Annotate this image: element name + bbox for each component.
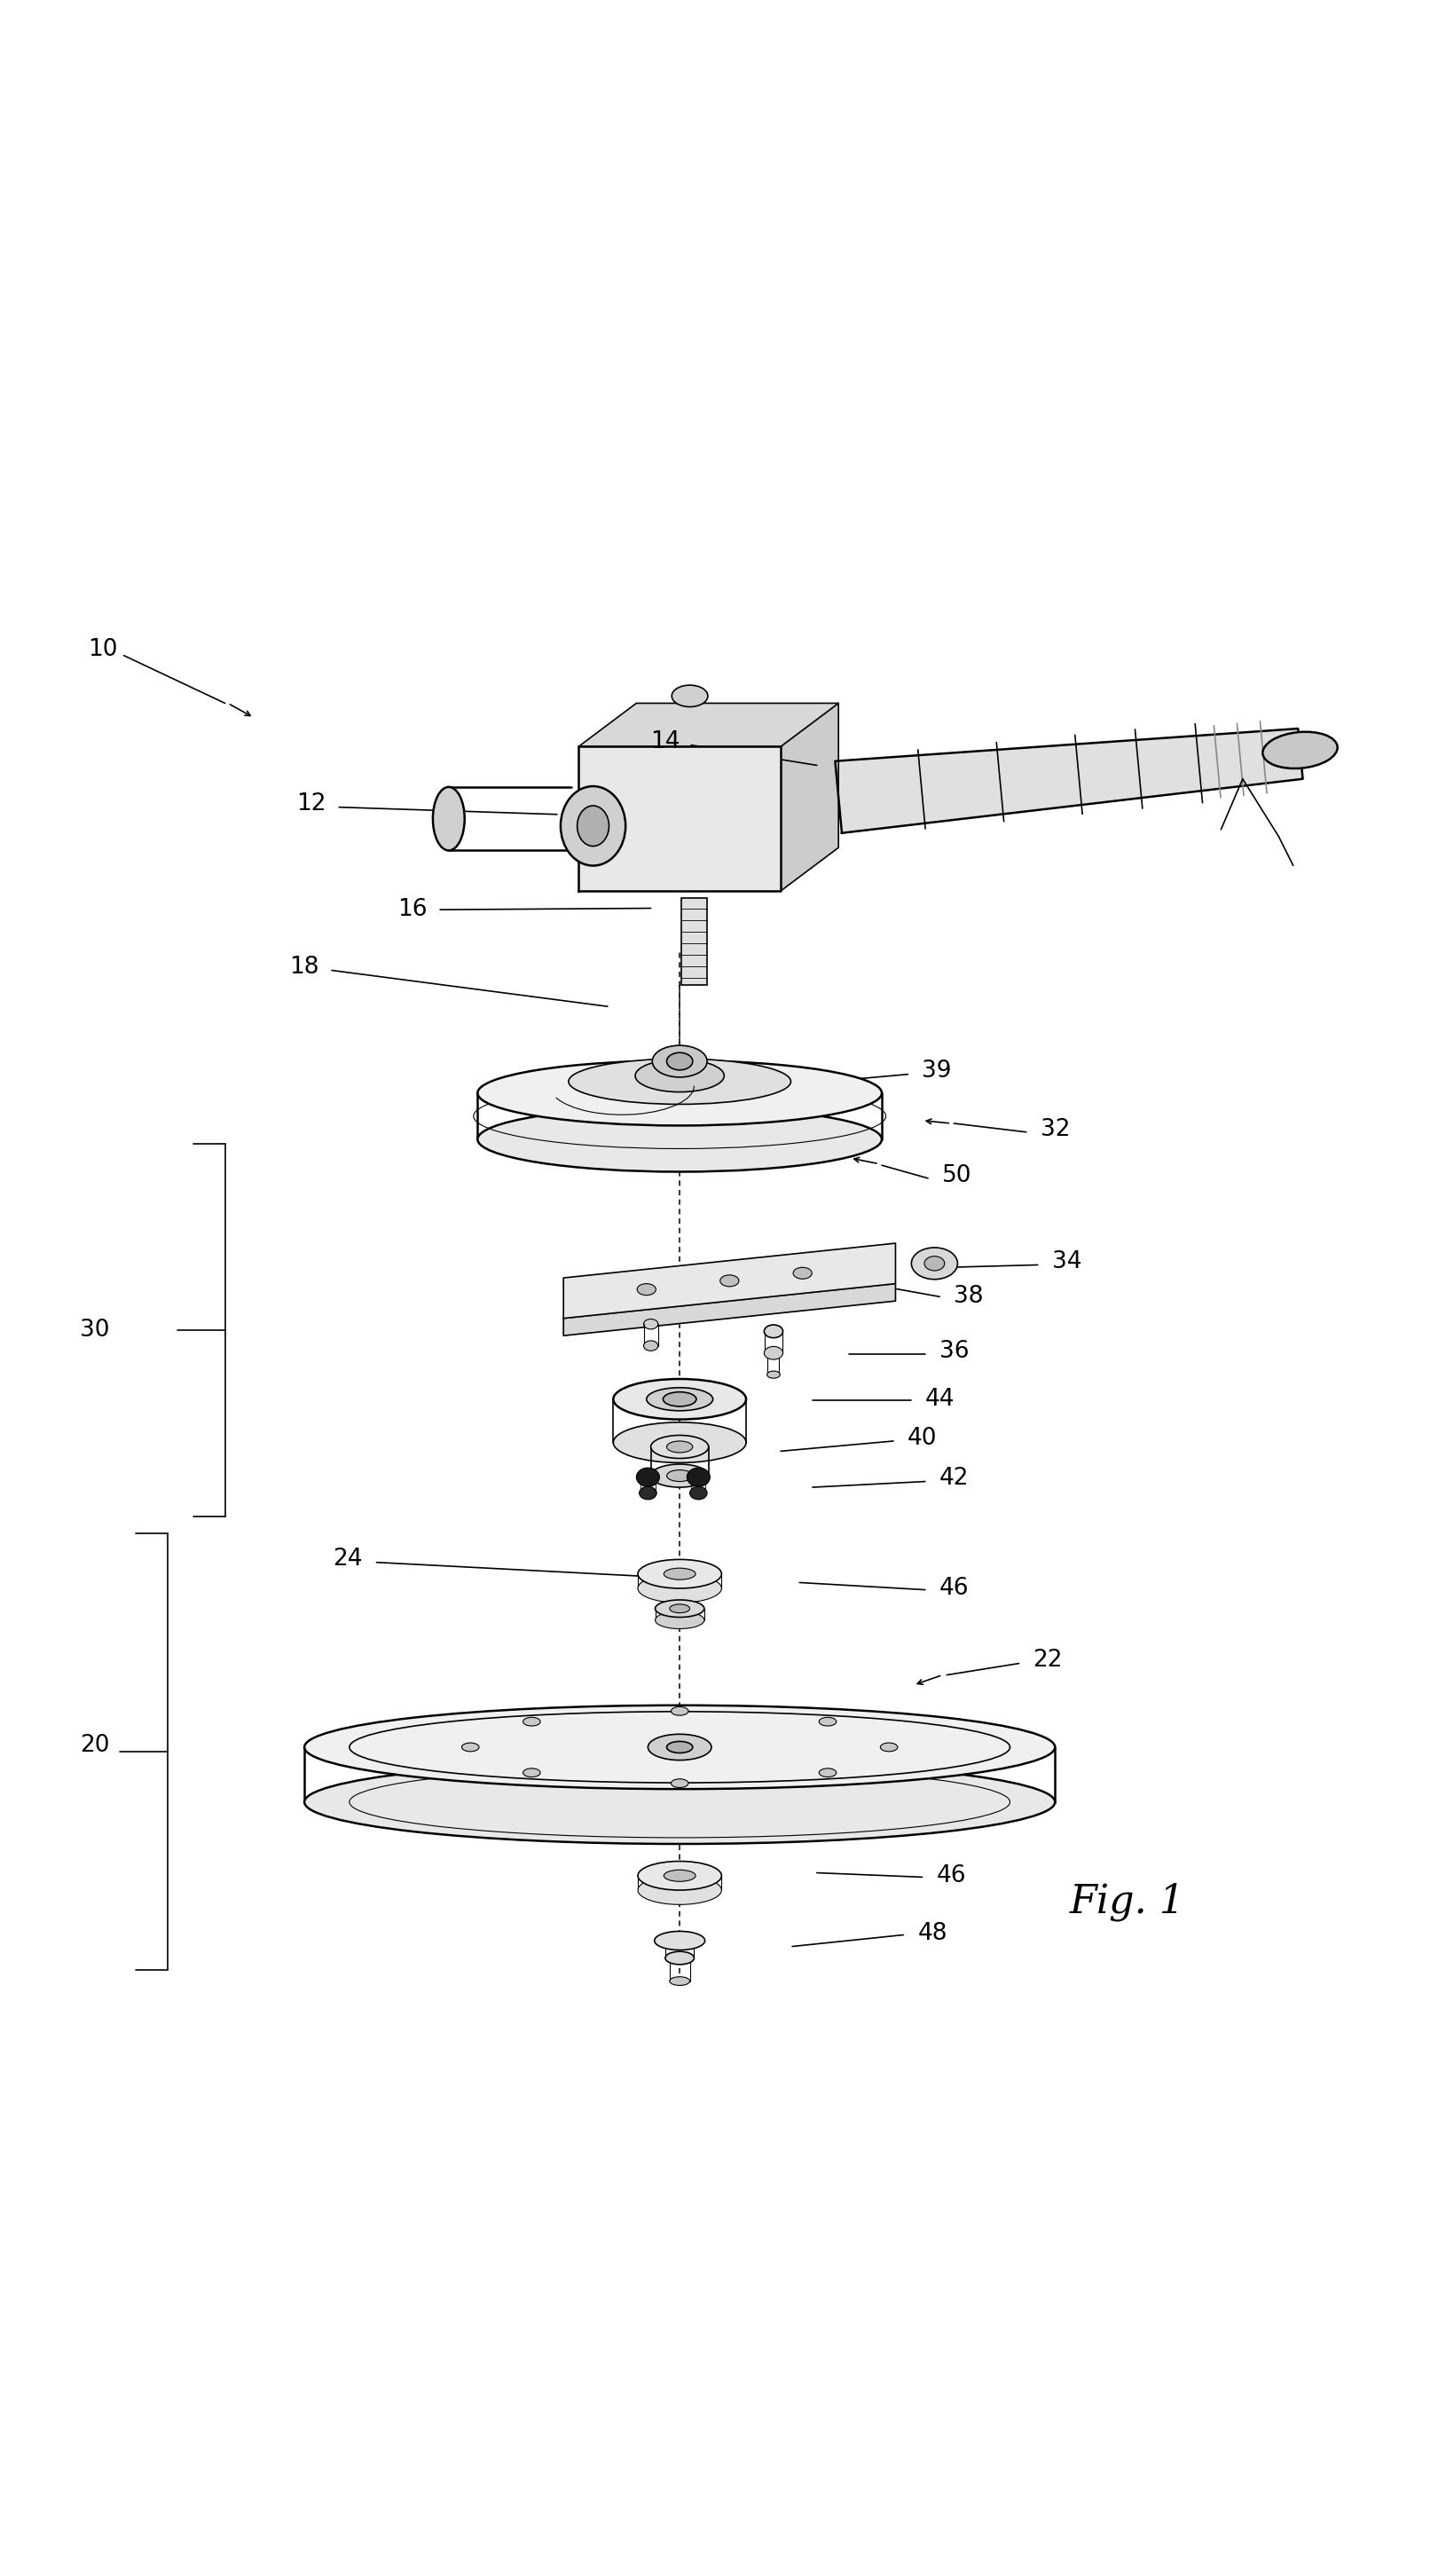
Ellipse shape [665,1953,694,1965]
Ellipse shape [643,1340,658,1350]
Ellipse shape [672,685,709,706]
Text: 14: 14 [651,732,680,755]
Ellipse shape [304,1759,1056,1844]
Polygon shape [836,729,1303,832]
Ellipse shape [652,1046,707,1077]
Ellipse shape [1262,732,1338,768]
Ellipse shape [655,1600,704,1618]
Ellipse shape [568,1059,791,1105]
Text: 40: 40 [907,1427,937,1450]
Ellipse shape [577,806,609,845]
Ellipse shape [651,1435,709,1458]
Ellipse shape [664,1870,696,1880]
Ellipse shape [671,1708,688,1716]
Ellipse shape [664,1391,697,1406]
Ellipse shape [638,1283,656,1296]
Text: 18: 18 [289,956,320,979]
Text: 12: 12 [296,793,327,817]
Ellipse shape [639,1486,656,1499]
Ellipse shape [881,1744,898,1752]
Ellipse shape [638,1574,722,1602]
Ellipse shape [669,1976,690,1986]
Ellipse shape [613,1422,746,1463]
Ellipse shape [646,1388,713,1412]
Text: 34: 34 [1051,1249,1082,1273]
Ellipse shape [523,1718,541,1726]
Ellipse shape [667,1741,693,1752]
Text: 30: 30 [80,1319,110,1342]
Ellipse shape [638,1558,722,1589]
Text: Fig. 1: Fig. 1 [1070,1883,1184,1922]
Polygon shape [564,1244,895,1319]
Ellipse shape [655,1613,704,1628]
Ellipse shape [655,1932,706,1950]
Ellipse shape [461,1744,479,1752]
Ellipse shape [687,1468,710,1486]
Ellipse shape [638,1862,722,1891]
Ellipse shape [667,1054,693,1069]
Ellipse shape [720,1275,739,1285]
Text: 16: 16 [398,899,428,922]
Text: 48: 48 [917,1922,947,1945]
Ellipse shape [648,1734,711,1759]
Text: 10: 10 [88,639,117,662]
Text: 46: 46 [936,1865,966,1888]
Ellipse shape [638,1875,722,1904]
Ellipse shape [690,1486,707,1499]
Ellipse shape [924,1257,944,1270]
Bar [681,899,707,984]
Ellipse shape [613,1378,746,1419]
Ellipse shape [763,1347,782,1360]
Text: 42: 42 [938,1468,969,1489]
Ellipse shape [635,1059,724,1092]
Ellipse shape [794,1267,811,1278]
Ellipse shape [636,1468,659,1486]
Text: 44: 44 [924,1388,954,1412]
Text: 24: 24 [333,1548,363,1571]
Ellipse shape [523,1767,541,1777]
Ellipse shape [667,1440,693,1453]
Polygon shape [578,703,839,747]
Ellipse shape [304,1705,1056,1790]
Ellipse shape [477,1108,882,1172]
Polygon shape [578,747,781,891]
Ellipse shape [667,1471,693,1481]
Text: 39: 39 [921,1059,951,1082]
Text: 38: 38 [953,1285,983,1309]
Ellipse shape [432,786,464,850]
Ellipse shape [763,1324,782,1337]
Ellipse shape [818,1767,836,1777]
Ellipse shape [911,1247,957,1280]
Ellipse shape [671,1780,688,1788]
Text: 32: 32 [1040,1118,1070,1141]
Text: 36: 36 [938,1340,969,1363]
Text: 46: 46 [938,1577,969,1600]
Text: 50: 50 [941,1164,972,1188]
Ellipse shape [818,1718,836,1726]
Polygon shape [564,1283,895,1334]
Ellipse shape [664,1569,696,1579]
Text: 20: 20 [80,1734,110,1757]
Text: 22: 22 [1032,1649,1063,1672]
Ellipse shape [561,786,626,866]
Ellipse shape [669,1605,690,1613]
Polygon shape [781,703,839,891]
Ellipse shape [643,1319,658,1329]
Ellipse shape [477,1061,882,1126]
Ellipse shape [766,1370,779,1378]
Ellipse shape [651,1463,709,1486]
